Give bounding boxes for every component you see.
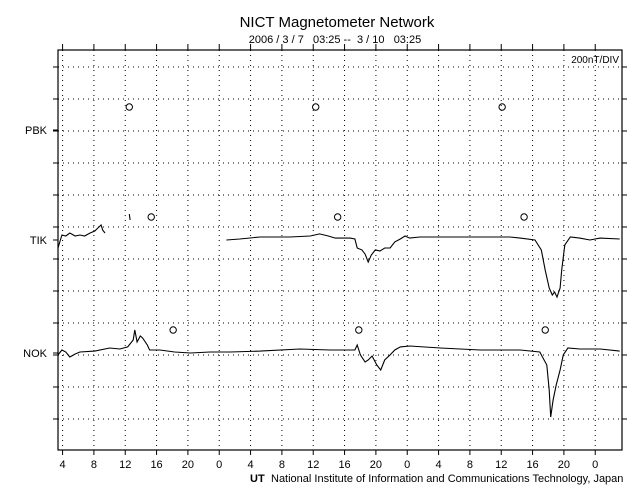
chart-subtitle: 2006 / 3 / 7 03:25 -- 3 / 10 03:25 <box>249 34 421 46</box>
x-tick-label: 12 <box>495 459 507 471</box>
chart-title: NICT Magnetometer Network <box>240 14 435 31</box>
x-tick-label: 8 <box>467 459 473 471</box>
x-tick-label: 12 <box>119 459 131 471</box>
trace-segment <box>57 223 106 249</box>
station-pbk: PBK <box>25 103 506 137</box>
x-tick-label: 4 <box>60 459 66 471</box>
station-label: NOK <box>23 348 48 360</box>
x-tick-label: 4 <box>248 459 254 471</box>
local-noon-marker <box>541 326 549 334</box>
x-tick-label: 0 <box>592 459 598 471</box>
local-noon-marker <box>169 326 177 334</box>
x-axis-label: UT <box>250 473 265 485</box>
plot-frame <box>57 49 623 451</box>
local-noon-marker <box>520 213 528 221</box>
local-noon-marker <box>147 213 155 221</box>
trace-segment <box>57 329 620 418</box>
trace-segment <box>226 233 620 299</box>
grid <box>58 50 622 450</box>
trace-segment <box>128 214 131 221</box>
x-tick-label: 16 <box>338 459 350 471</box>
x-tick-label: 0 <box>404 459 410 471</box>
station-traces: PBK TIK NOK <box>23 103 620 418</box>
x-tick-label: 16 <box>150 459 162 471</box>
x-tick-label: 20 <box>182 459 194 471</box>
station-tik: TIK <box>30 213 620 299</box>
footer-text: National Institute of Information and Co… <box>271 473 623 485</box>
station-nok: NOK <box>23 326 620 418</box>
axis-ticks: 4 8 12 16 20 0 4 8 12 16 20 0 4 8 12 16 20 0 <box>53 44 627 471</box>
station-label: PBK <box>25 125 48 137</box>
local-noon-marker <box>333 213 342 221</box>
x-tick-label: 0 <box>216 459 222 471</box>
x-tick-label: 8 <box>279 459 285 471</box>
x-tick-label: 4 <box>436 459 442 471</box>
x-tick-label: 20 <box>558 459 570 471</box>
station-label: TIK <box>30 235 48 247</box>
x-tick-label: 8 <box>91 459 97 471</box>
local-noon-marker <box>498 103 506 111</box>
local-noon-marker <box>312 103 320 111</box>
x-tick-label: 20 <box>370 459 382 471</box>
x-tick-label: 12 <box>307 459 319 471</box>
local-noon-marker <box>125 103 133 111</box>
scale-label: 200nT/DIV <box>571 55 619 66</box>
x-tick-label: 16 <box>526 459 538 471</box>
local-noon-marker <box>355 326 363 334</box>
